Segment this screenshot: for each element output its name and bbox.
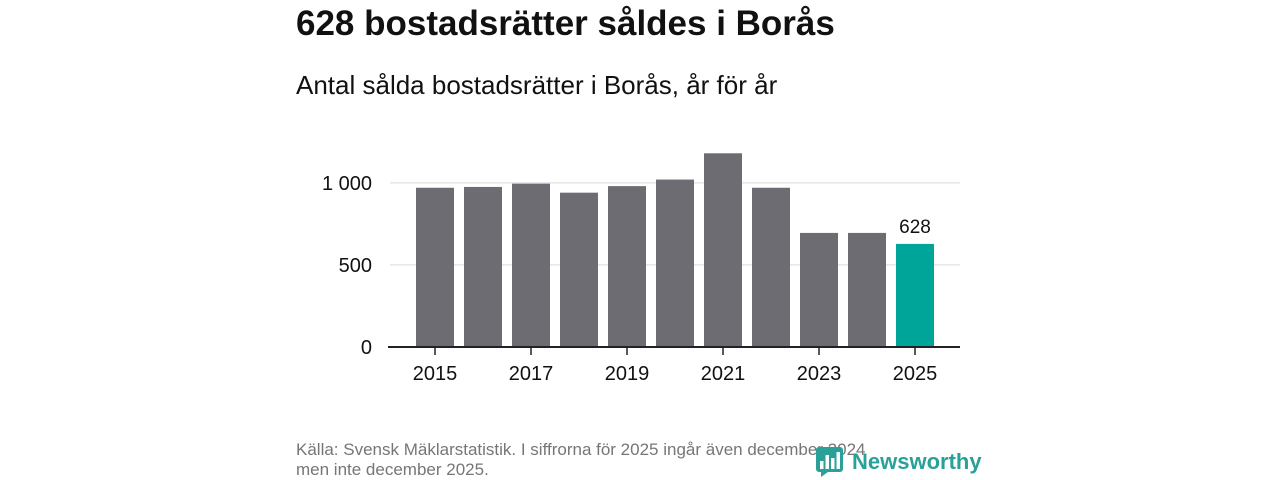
x-tick-label: 2025 [893, 363, 938, 385]
bar-2023 [800, 232, 838, 347]
source-note: Källa: Svensk Mäklarstatistik. I siffror… [296, 440, 865, 480]
logo-text: Newsworthy [852, 449, 982, 474]
chart-subtitle: Antal sålda bostadsrätter i Borås, år fö… [296, 70, 778, 100]
bar-2015 [416, 187, 454, 347]
bar-2025 [896, 243, 934, 347]
bar-2022 [752, 187, 790, 347]
bar-2017 [512, 183, 550, 347]
x-tick-label: 2017 [509, 363, 554, 385]
y-tick-label: 1 000 [322, 173, 372, 195]
x-tick-label: 2019 [605, 363, 650, 385]
x-tick-label: 2015 [413, 363, 458, 385]
bar-2021 [704, 153, 742, 347]
bar-chart-speech-bubble-icon [816, 447, 843, 477]
chart-title: 628 bostadsrätter såldes i Borås [296, 4, 835, 43]
bar-2020 [656, 179, 694, 347]
x-tick-label: 2021 [701, 363, 746, 385]
y-tick-label: 500 [339, 255, 372, 277]
y-tick-label: 0 [361, 337, 372, 359]
newsworthy-logo: Newsworthy [815, 446, 982, 478]
bar-2016 [464, 186, 502, 347]
data-label-2025: 628 [899, 217, 931, 238]
bar-chart: 0 500 1 000 2015 2017 2019 2021 2023 2025 628 [322, 153, 960, 385]
source-note-line: men inte december 2025. [296, 460, 489, 479]
bar-2018 [560, 192, 598, 347]
bar-2019 [608, 186, 646, 347]
x-tick-label: 2023 [797, 363, 842, 385]
bar-2024 [848, 232, 886, 347]
source-note-line: Källa: Svensk Mäklarstatistik. I siffror… [296, 440, 866, 459]
